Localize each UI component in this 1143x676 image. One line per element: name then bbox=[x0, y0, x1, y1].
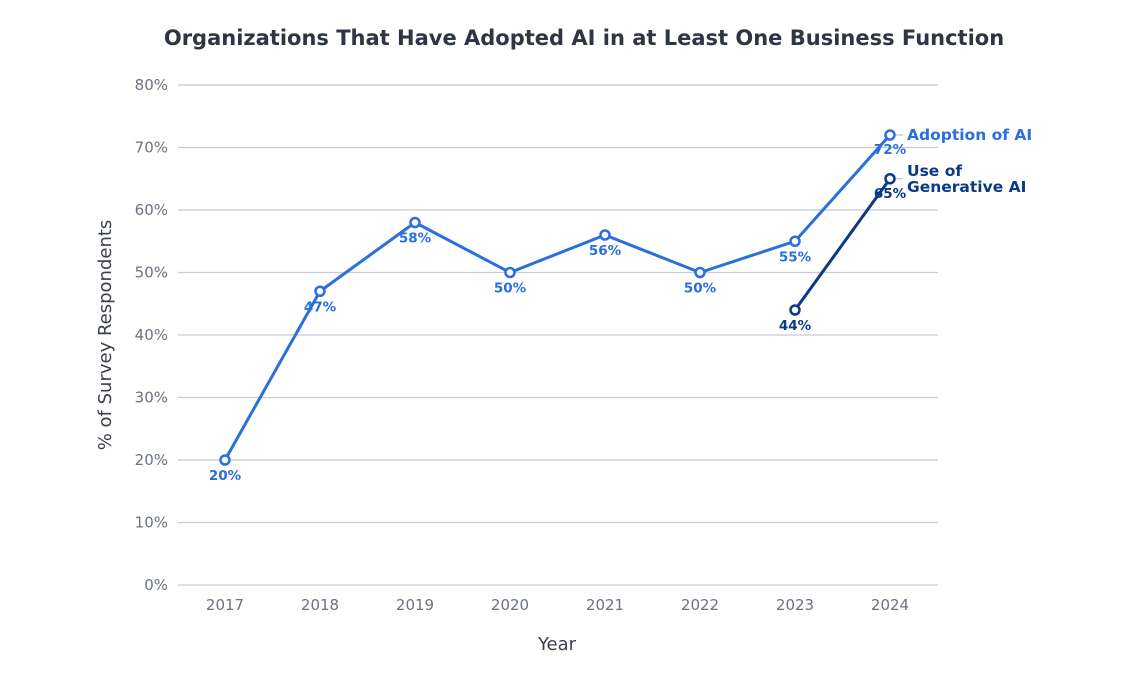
data-point bbox=[599, 229, 611, 241]
y-tick-label: 10% bbox=[135, 514, 168, 532]
x-axis-title: Year bbox=[537, 634, 577, 655]
data-point bbox=[314, 285, 326, 297]
data-label: 56% bbox=[589, 243, 622, 259]
data-point bbox=[884, 173, 896, 185]
y-axis-ticks: 0% 10% 20% 30% 40% 50% 60% 70% 80% bbox=[135, 76, 168, 594]
data-point bbox=[789, 304, 801, 316]
series-label: Adoption of AI bbox=[907, 126, 1032, 144]
data-point bbox=[694, 266, 706, 279]
data-label: 20% bbox=[209, 468, 242, 484]
series-line bbox=[223, 133, 892, 462]
x-tick-label: 2018 bbox=[301, 596, 339, 614]
y-tick-label: 70% bbox=[135, 139, 168, 157]
x-tick-label: 2019 bbox=[396, 596, 434, 614]
y-tick-label: 40% bbox=[135, 326, 168, 344]
x-axis-ticks: 2017 2018 2019 2020 2021 2022 2023 2024 bbox=[206, 596, 909, 614]
data-label: 50% bbox=[494, 281, 527, 297]
data-label: 47% bbox=[304, 299, 337, 315]
y-tick-label: 20% bbox=[135, 451, 168, 469]
data-label: 55% bbox=[779, 249, 812, 265]
x-tick-label: 2021 bbox=[586, 596, 624, 614]
data-label: 65% bbox=[874, 186, 907, 202]
data-point bbox=[789, 235, 801, 247]
series-1: 20% 47% 58% 50% 56% 50% 55% 72%Adoption of AI bbox=[209, 126, 1032, 484]
data-label: 50% bbox=[684, 281, 717, 297]
y-axis-title: % of Survey Respondents bbox=[95, 220, 116, 451]
y-tick-label: 60% bbox=[135, 201, 168, 219]
series-label: Generative AI bbox=[907, 178, 1026, 196]
data-point bbox=[884, 129, 896, 141]
series-line bbox=[793, 177, 892, 312]
x-tick-label: 2022 bbox=[681, 596, 719, 614]
data-label: 72% bbox=[874, 142, 907, 158]
y-tick-label: 0% bbox=[144, 576, 168, 594]
x-tick-label: 2017 bbox=[206, 596, 244, 614]
x-tick-label: 2020 bbox=[491, 596, 529, 614]
y-tick-label: 30% bbox=[135, 389, 168, 407]
data-point bbox=[219, 454, 231, 466]
data-label: 44% bbox=[779, 318, 812, 334]
data-point bbox=[504, 266, 516, 279]
series-label: Use of bbox=[907, 162, 962, 180]
gridlines bbox=[178, 84, 938, 586]
data-label: 58% bbox=[399, 231, 432, 247]
x-tick-label: 2024 bbox=[871, 596, 909, 614]
series-layer: 20% 47% 58% 50% 56% 50% 55% 72%Adoption of AI 44… bbox=[209, 126, 1032, 484]
y-tick-label: 80% bbox=[135, 76, 168, 94]
y-tick-label: 50% bbox=[135, 264, 168, 282]
chart-title: Organizations That Have Adopted AI in at… bbox=[164, 26, 1004, 50]
x-tick-label: 2023 bbox=[776, 596, 814, 614]
data-point bbox=[409, 216, 421, 229]
